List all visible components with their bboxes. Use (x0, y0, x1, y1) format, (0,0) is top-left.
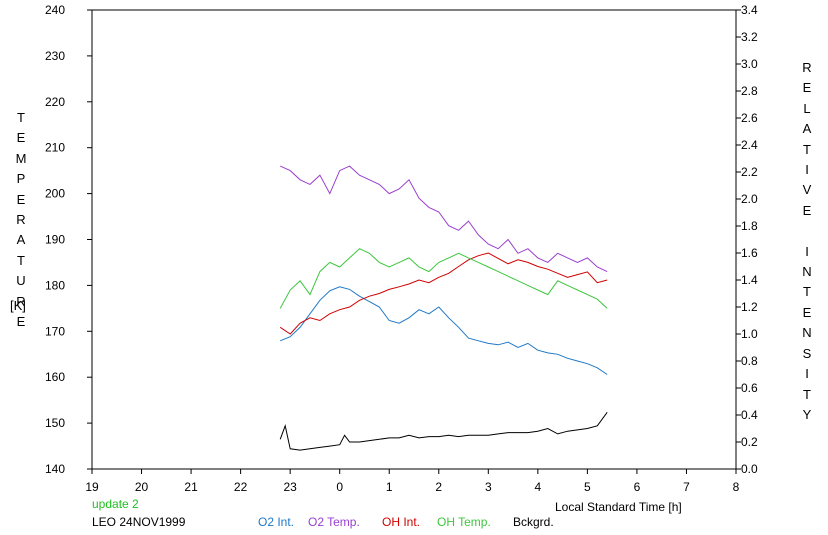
right-tick-label: 1.8 (741, 219, 758, 233)
series-oh-temp (279, 248, 608, 309)
right-tick-label: 0.0 (741, 462, 758, 476)
x-tick-label: 3 (485, 480, 492, 494)
right-tick-label: 0.8 (741, 354, 758, 368)
series-o2-int (280, 286, 608, 375)
right-tick-label: 2.0 (741, 192, 758, 206)
right-tick-label: 1.0 (741, 327, 758, 341)
series-layer (279, 165, 608, 451)
legend-o2-temp: O2 Temp. (308, 515, 360, 529)
x-tick-label: 7 (683, 480, 690, 494)
left-tick-label: 230 (45, 49, 65, 63)
x-tick-label: 5 (584, 480, 591, 494)
right-tick-label: 1.4 (741, 273, 758, 287)
left-tick-label: 210 (45, 141, 65, 155)
legend-oh-temp: OH Temp. (437, 515, 491, 529)
footer-label: LEO 24NOV1999 (92, 515, 186, 529)
plot-frame (91, 9, 737, 470)
right-tick-label: 2.8 (741, 84, 758, 98)
x-tick-label: 8 (733, 480, 740, 494)
legend-bckgrd: Bckgrd. (513, 515, 554, 529)
x-tick-label: 4 (535, 480, 542, 494)
right-tick-label: 1.2 (741, 300, 758, 314)
left-tick-label: 200 (45, 187, 65, 201)
x-axis: 19 20 21 22 23 0 1 2 3 4 5 6 7 8 (85, 469, 740, 494)
x-tick-label: 21 (184, 480, 198, 494)
left-tick-label: 170 (45, 324, 65, 338)
left-tick-label: 220 (45, 95, 65, 109)
right-tick-label: 2.6 (741, 111, 758, 125)
left-tick-label: 240 (45, 3, 65, 17)
x-tick-label: 19 (85, 480, 99, 494)
right-tick-label: 0.2 (741, 435, 758, 449)
right-tick-label: 3.2 (741, 30, 758, 44)
right-tick-label: 2.2 (741, 165, 758, 179)
legend-o2-int: O2 Int. (258, 515, 295, 529)
x-tick-label: 0 (336, 480, 343, 494)
left-tick-label: 160 (45, 370, 65, 384)
series-oh-int (279, 252, 608, 335)
right-tick-label: 3.4 (741, 3, 758, 17)
x-tick-label: 22 (234, 480, 248, 494)
series-bckgrd (279, 412, 608, 451)
right-tick-label: 0.4 (741, 408, 758, 422)
x-tick-label: 6 (634, 480, 641, 494)
right-tick-label: 2.4 (741, 138, 758, 152)
right-tick-label: 3.0 (741, 57, 758, 71)
left-tick-label: 150 (45, 416, 65, 430)
legend-oh-int: OH Int. (382, 515, 421, 529)
x-tick-label: 20 (135, 480, 149, 494)
right-axis: 0.0 0.2 0.4 0.6 0.8 1.0 1.2 1.4 1.6 1.8 2.0 2.2 2.4 2… (736, 3, 758, 476)
left-tick-label: 190 (45, 233, 65, 247)
right-tick-label: 1.6 (741, 246, 758, 260)
left-axis: 140 150 160 170 180 190 200 210 220 230 240 (45, 3, 92, 476)
x-axis-title: Local Standard Time [h] (555, 500, 682, 514)
x-tick-label: 23 (283, 480, 297, 494)
left-axis-unit: [K] (10, 298, 26, 313)
update-note: update 2 (92, 497, 139, 511)
left-tick-label: 140 (45, 462, 65, 476)
x-tick-label: 2 (435, 480, 442, 494)
left-tick-label: 180 (45, 278, 65, 292)
x-tick-label: 1 (386, 480, 393, 494)
right-tick-label: 0.6 (741, 381, 758, 395)
series-o2-temp (279, 165, 608, 273)
